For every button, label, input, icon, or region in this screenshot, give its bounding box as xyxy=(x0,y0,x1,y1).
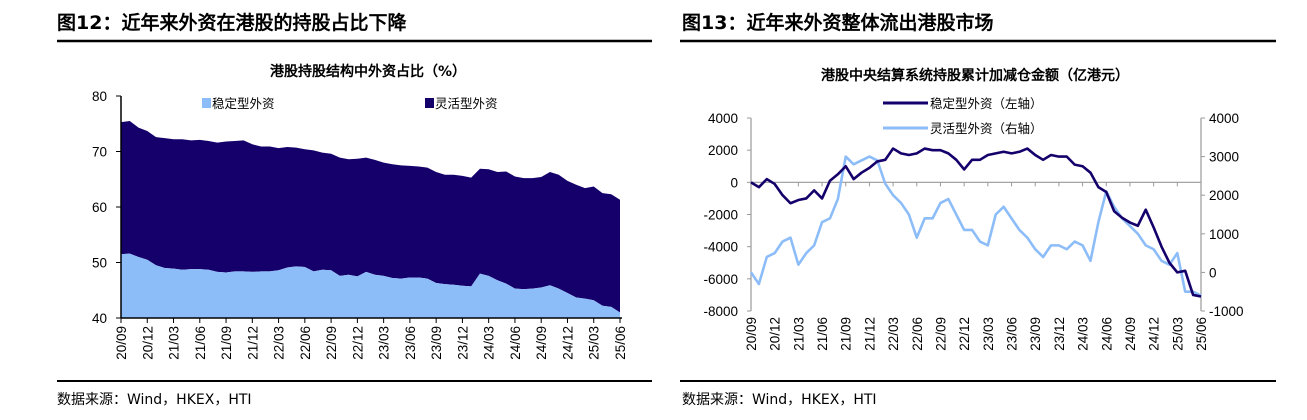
chart-2: -8000 -6000 -4000 -2000 0 2000 4000 -1000 0 1000 2… xyxy=(703,96,1243,351)
right-y-tick-label: 2000 xyxy=(1209,188,1239,203)
left-y-tick-label: -8000 xyxy=(703,304,738,319)
x-tick-label: 21/06 xyxy=(815,317,830,351)
x-tick-label: 24/12 xyxy=(1147,317,1162,351)
right-y-tick-label: -1000 xyxy=(1209,304,1244,319)
y-tick-label: 80 xyxy=(92,89,107,104)
legend-swatch-stable xyxy=(202,98,211,108)
x-tick-label: 22/03 xyxy=(272,326,287,360)
right-y-tick-label: 4000 xyxy=(1209,111,1239,126)
right-y-tick-label: 0 xyxy=(1209,265,1217,280)
x-tick-label: 23/09 xyxy=(429,326,444,360)
left-y-tick-label: 2000 xyxy=(708,143,738,158)
legend-label-stable: 稳定型外资（左轴） xyxy=(930,96,1043,111)
right-y-tick-label: 1000 xyxy=(1209,227,1239,242)
figure-12-title: 图12：近年来外资在港股的持股占比下降 xyxy=(57,11,407,34)
x-tick-label: 25/03 xyxy=(587,326,602,360)
x-tick-label: 20/12 xyxy=(140,326,155,360)
figure-13-title: 图13：近年来外资整体流出港股市场 xyxy=(682,11,993,34)
y-tick-label: 40 xyxy=(92,311,107,326)
area-flexible-foreign xyxy=(121,120,620,313)
x-tick-label: 21/09 xyxy=(219,326,234,360)
legend-label-flexible: 灵活型外资 xyxy=(435,96,498,111)
left-y-tick-label: 4000 xyxy=(708,111,738,126)
chart-1-title: 港股持股结构中外资占比（%） xyxy=(270,63,466,80)
x-tick-label: 24/06 xyxy=(508,326,523,360)
x-tick-label: 24/12 xyxy=(560,326,575,360)
x-tick-label: 24/03 xyxy=(482,326,497,360)
x-tick-label: 23/03 xyxy=(377,326,392,360)
x-tick-label: 21/03 xyxy=(167,326,182,360)
legend-swatch-flexible xyxy=(425,98,434,108)
figure-12-source: 数据来源：Wind，HKEX，HTI xyxy=(57,392,252,408)
area-stable-foreign xyxy=(121,253,620,318)
x-tick-label: 20/09 xyxy=(744,317,759,351)
legend-label-flexible: 灵活型外资（右轴） xyxy=(930,121,1043,136)
x-tick-label: 21/03 xyxy=(791,317,806,351)
y-tick-label: 60 xyxy=(92,200,107,215)
x-tick-label: 20/09 xyxy=(114,326,129,360)
legend-label-stable: 稳定型外资 xyxy=(212,96,275,111)
x-tick-label: 22/06 xyxy=(910,317,925,351)
left-y-tick-label: -6000 xyxy=(703,272,738,287)
x-tick-label: 25/03 xyxy=(1170,317,1185,351)
x-tick-label: 25/06 xyxy=(613,326,628,360)
x-tick-label: 21/12 xyxy=(245,326,260,360)
x-tick-label: 22/09 xyxy=(933,317,948,351)
x-tick-label: 23/12 xyxy=(1052,317,1067,351)
x-tick-label: 24/03 xyxy=(1076,317,1091,351)
x-tick-label: 21/06 xyxy=(193,326,208,360)
x-tick-label: 22/12 xyxy=(957,317,972,351)
x-tick-label: 24/09 xyxy=(1123,317,1138,351)
x-tick-label: 23/06 xyxy=(403,326,418,360)
y-tick-label: 70 xyxy=(92,145,107,160)
x-tick-label: 23/09 xyxy=(1028,317,1043,351)
x-tick-label: 23/03 xyxy=(981,317,996,351)
right-y-tick-label: 3000 xyxy=(1209,150,1239,165)
x-tick-label: 22/03 xyxy=(886,317,901,351)
line-flexible-foreign xyxy=(749,155,1202,297)
chart-2-title: 港股中央结算系统持股累计加减仓金额（亿港元） xyxy=(821,67,1129,84)
x-tick-label: 24/09 xyxy=(534,326,549,360)
left-y-tick-label: -4000 xyxy=(703,240,738,255)
line-stable-foreign xyxy=(750,147,1202,298)
left-y-tick-label: 0 xyxy=(730,175,738,190)
x-tick-label: 21/09 xyxy=(839,317,854,351)
y-tick-label: 50 xyxy=(92,256,107,271)
x-tick-label: 22/06 xyxy=(298,326,313,360)
x-tick-label: 22/12 xyxy=(350,326,365,360)
chart-1: 40 50 60 70 80 20/09 20/12 21/03 21/06 21/09 21/12… xyxy=(92,89,628,360)
x-tick-label: 22/09 xyxy=(324,326,339,360)
x-tick-label: 23/06 xyxy=(1005,317,1020,351)
left-y-tick-label: -2000 xyxy=(703,208,738,223)
x-tick-label: 21/12 xyxy=(862,317,877,351)
x-tick-label: 20/12 xyxy=(768,317,783,351)
figure-13-source: 数据来源：Wind，HKEX，HTI xyxy=(682,392,877,408)
x-tick-label: 24/06 xyxy=(1099,317,1114,351)
x-tick-label: 23/12 xyxy=(455,326,470,360)
x-tick-label: 25/06 xyxy=(1194,317,1209,351)
